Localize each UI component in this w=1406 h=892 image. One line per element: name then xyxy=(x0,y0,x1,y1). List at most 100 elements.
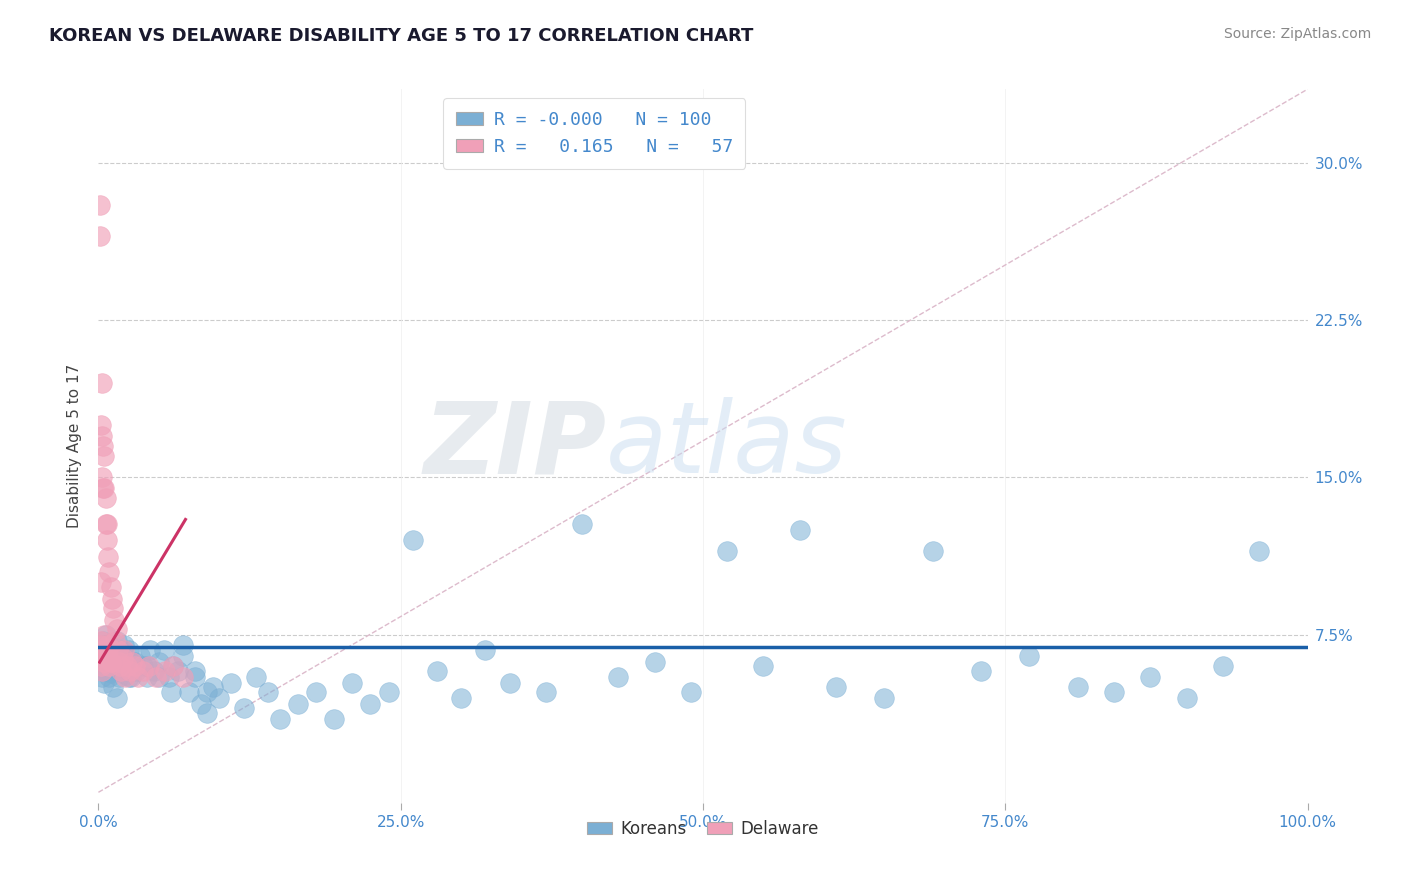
Point xyxy=(108,670,131,684)
Point xyxy=(91,439,114,453)
Point xyxy=(752,659,775,673)
Point xyxy=(107,659,129,673)
Point xyxy=(245,670,267,684)
Point xyxy=(93,655,115,669)
Point xyxy=(91,670,114,684)
Point xyxy=(377,684,399,698)
Text: ZIP: ZIP xyxy=(423,398,606,494)
Point xyxy=(160,684,183,698)
Point xyxy=(921,544,943,558)
Point xyxy=(97,642,120,657)
Point xyxy=(256,684,278,698)
Text: Source: ZipAtlas.com: Source: ZipAtlas.com xyxy=(1223,27,1371,41)
Point xyxy=(91,470,114,484)
Point xyxy=(94,628,117,642)
Point xyxy=(426,664,449,678)
Text: atlas: atlas xyxy=(606,398,848,494)
Point xyxy=(269,712,291,726)
Point xyxy=(162,659,184,673)
Point xyxy=(179,684,201,698)
Point xyxy=(132,659,155,673)
Point xyxy=(91,642,114,657)
Point xyxy=(104,664,127,678)
Point xyxy=(128,648,150,663)
Point xyxy=(825,681,848,695)
Point xyxy=(184,664,207,678)
Point xyxy=(90,659,112,673)
Point xyxy=(104,634,127,648)
Point xyxy=(360,697,382,711)
Point xyxy=(111,651,134,665)
Point xyxy=(94,648,117,663)
Point xyxy=(534,684,557,698)
Point xyxy=(124,655,146,669)
Point xyxy=(98,659,121,673)
Point xyxy=(98,639,121,653)
Point xyxy=(607,670,630,684)
Point xyxy=(97,639,120,653)
Point xyxy=(644,655,666,669)
Point xyxy=(208,690,231,705)
Point xyxy=(167,664,190,678)
Point xyxy=(148,670,170,684)
Point xyxy=(94,491,117,506)
Point xyxy=(93,628,115,642)
Point xyxy=(571,516,593,531)
Point xyxy=(101,681,124,695)
Point xyxy=(114,651,136,665)
Point xyxy=(111,664,134,678)
Point xyxy=(132,664,155,678)
Point xyxy=(172,639,194,653)
Point xyxy=(100,655,122,669)
Point xyxy=(91,664,114,678)
Point xyxy=(97,550,120,565)
Point xyxy=(100,655,122,669)
Point xyxy=(114,670,136,684)
Point xyxy=(108,642,131,657)
Point xyxy=(108,655,131,669)
Point xyxy=(305,684,328,698)
Point xyxy=(94,648,117,663)
Point xyxy=(118,664,141,678)
Point xyxy=(98,670,121,684)
Point xyxy=(115,667,138,681)
Point xyxy=(93,481,115,495)
Point xyxy=(91,481,114,495)
Point xyxy=(89,229,111,244)
Point xyxy=(105,634,128,648)
Point xyxy=(100,653,122,667)
Point xyxy=(221,676,243,690)
Point xyxy=(162,659,184,673)
Point xyxy=(1139,670,1161,684)
Point xyxy=(105,622,128,636)
Point xyxy=(402,533,425,548)
Point xyxy=(138,659,160,673)
Point xyxy=(94,648,117,663)
Point xyxy=(112,642,135,657)
Point xyxy=(117,659,139,673)
Point xyxy=(91,376,114,390)
Point xyxy=(135,670,157,684)
Point xyxy=(93,450,115,464)
Point xyxy=(122,655,145,669)
Point xyxy=(90,575,112,590)
Point xyxy=(108,659,131,673)
Point xyxy=(679,684,702,698)
Point xyxy=(91,664,114,678)
Point xyxy=(91,428,114,442)
Point xyxy=(118,670,141,684)
Point xyxy=(498,676,520,690)
Point xyxy=(90,417,112,432)
Point xyxy=(120,670,142,684)
Point xyxy=(96,642,118,657)
Point xyxy=(873,690,896,705)
Point xyxy=(323,712,346,726)
Point xyxy=(96,516,118,531)
Point xyxy=(157,670,180,684)
Point xyxy=(789,523,811,537)
Point xyxy=(96,651,118,665)
Point xyxy=(195,706,218,720)
Point xyxy=(105,690,128,705)
Point xyxy=(90,642,112,657)
Point xyxy=(100,580,122,594)
